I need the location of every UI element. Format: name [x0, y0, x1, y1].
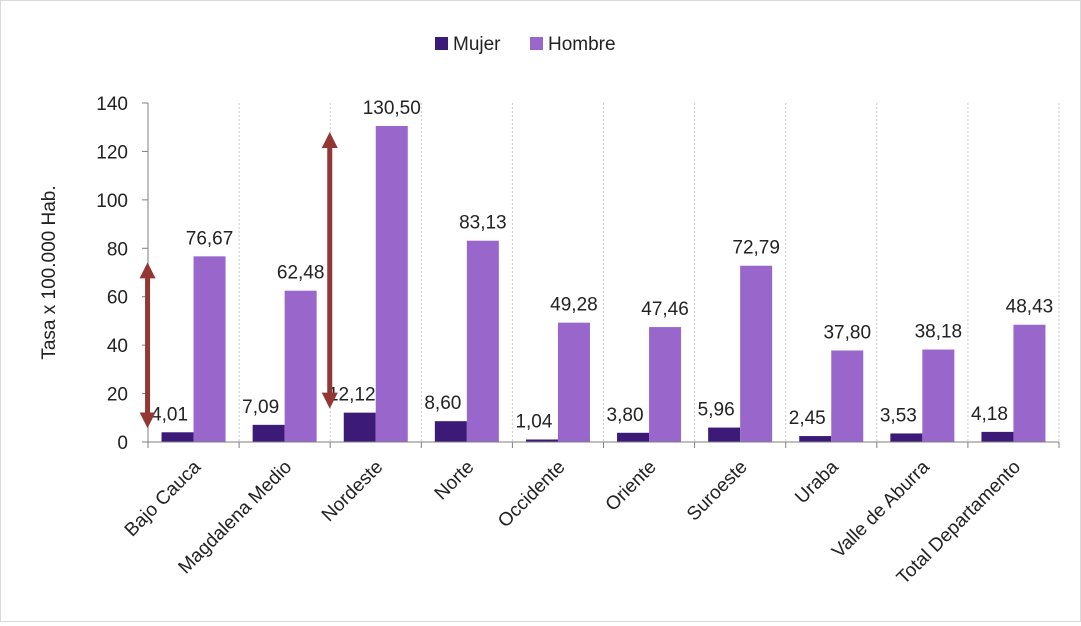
y-tick-label: 40 — [107, 336, 128, 357]
bar-mujer — [343, 412, 376, 442]
data-label-hombre: 76,67 — [186, 228, 234, 249]
bar-hombre — [831, 350, 864, 442]
bar-hombre — [740, 265, 773, 442]
bar-mujer — [161, 432, 194, 442]
data-label-mujer: 4,18 — [971, 404, 1008, 425]
x-category-label: Oriente — [602, 457, 661, 516]
data-label-hombre: 130,50 — [363, 98, 421, 119]
x-category-label: Suroeste — [683, 457, 752, 526]
data-label-hombre: 38,18 — [915, 322, 963, 343]
x-category-label: Bajo Cauca — [121, 456, 206, 541]
data-label-mujer: 4,01 — [151, 404, 188, 425]
bar-mujer — [708, 427, 741, 442]
bar-mujer — [525, 439, 558, 442]
data-label-hombre: 37,80 — [823, 322, 871, 343]
bar-mujer — [890, 433, 923, 442]
data-label-mujer: 7,09 — [242, 397, 279, 418]
x-category-label: Valle de Aburra — [828, 456, 934, 562]
x-category-label: Occidente — [494, 457, 569, 532]
data-label-mujer: 8,60 — [424, 393, 461, 414]
x-category-label: Uraba — [791, 456, 843, 508]
data-label-mujer: 1,04 — [515, 411, 552, 432]
y-tick-label: 60 — [107, 288, 128, 309]
x-category-label: Nordeste — [318, 457, 387, 526]
data-label-mujer: 2,45 — [789, 408, 826, 429]
y-tick-label: 140 — [96, 94, 128, 115]
y-tick-label: 0 — [117, 433, 128, 454]
data-label-mujer: 3,80 — [607, 405, 644, 426]
y-tick-label: 100 — [96, 191, 128, 212]
data-label-hombre: 48,43 — [1006, 297, 1054, 318]
bar-hombre — [922, 349, 955, 442]
bar-hombre — [284, 290, 317, 442]
data-label-hombre: 83,13 — [459, 213, 507, 234]
data-label-mujer: 12,12 — [328, 385, 376, 406]
bar-mujer — [617, 432, 650, 442]
bar-mujer — [252, 424, 285, 442]
bar-hombre — [466, 240, 499, 442]
data-label-hombre: 47,46 — [641, 299, 689, 320]
bar-hombre — [649, 327, 682, 442]
bar-hombre — [193, 256, 226, 442]
y-tick-label: 120 — [96, 142, 128, 163]
legend-label-mujer: Mujer — [453, 34, 501, 55]
data-label-mujer: 3,53 — [880, 405, 917, 426]
y-axis-label: Tasa x 100.000 Hab. — [39, 185, 60, 359]
bar-mujer — [981, 431, 1014, 442]
y-tick-label: 20 — [107, 385, 128, 406]
bar-mujer — [799, 436, 832, 442]
x-category-label: Norte — [431, 457, 479, 505]
legend-swatch-mujer — [435, 37, 448, 50]
bar-hombre — [1013, 324, 1046, 442]
data-label-hombre: 72,79 — [732, 238, 780, 259]
data-label-hombre: 49,28 — [550, 295, 598, 316]
legend-swatch-hombre — [530, 37, 543, 50]
y-tick-label: 80 — [107, 239, 128, 260]
legend-label-hombre: Hombre — [548, 34, 616, 55]
data-label-hombre: 62,48 — [277, 263, 325, 284]
bar-mujer — [434, 421, 467, 442]
bar-hombre — [375, 126, 408, 442]
data-label-mujer: 5,96 — [698, 400, 735, 421]
bar-hombre — [557, 322, 590, 442]
